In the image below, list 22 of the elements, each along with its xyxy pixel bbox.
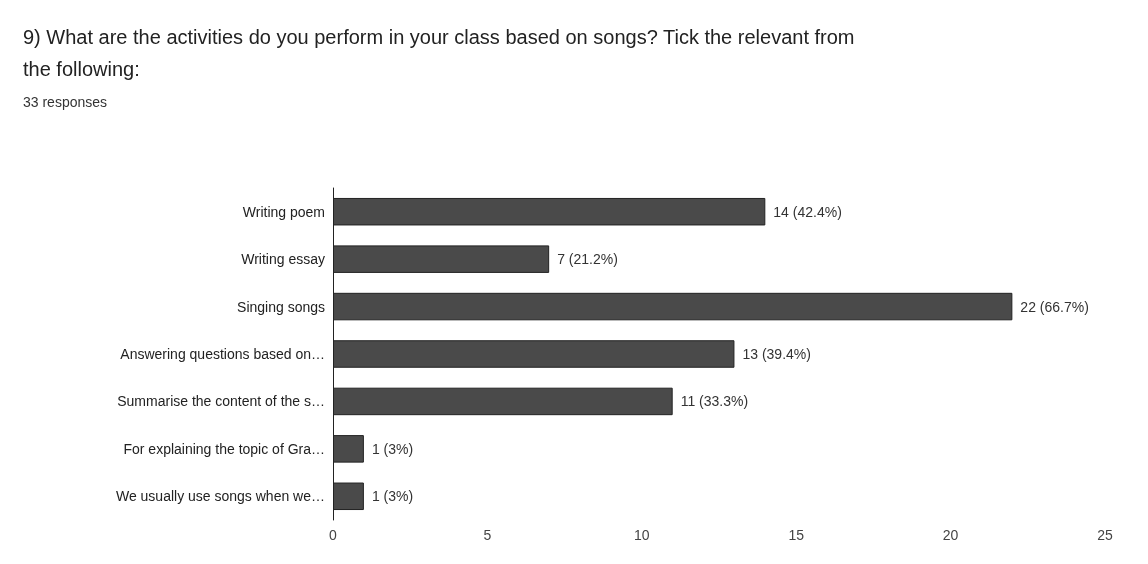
data-label: 1 (3%) xyxy=(371,440,414,457)
data-label: 1 (3%) xyxy=(371,488,414,505)
x-tick-label: 15 xyxy=(788,527,805,543)
y-tick-label: Singing songs xyxy=(237,298,325,315)
data-label: 14 (42.4%) xyxy=(773,203,842,220)
text: 33 responses xyxy=(23,94,108,110)
data-label: 7 (21.2%) xyxy=(557,251,618,268)
x-tick-label: 10 xyxy=(634,527,650,543)
x-tick-label: 25 xyxy=(1097,527,1113,543)
y-tick-label: We usually use songs when we… xyxy=(115,488,325,505)
y-tick-label: Writing essay xyxy=(241,251,325,268)
x-tick-label: 0 xyxy=(329,527,338,543)
data-label: 13 (39.4%) xyxy=(742,346,811,362)
y-tick-label: For explaining the topic of Gra… xyxy=(123,440,325,457)
data-label: 22 (66.7%) xyxy=(1020,298,1089,315)
y-tick-label: Summarise the content of the s… xyxy=(117,393,325,410)
y-tick-label: Writing poem xyxy=(242,203,325,220)
x-tick-label: 20 xyxy=(942,527,959,543)
chart-title: 9) What are the activities do you perform in your class based on songs? Tick the relevant from the following: xyxy=(23,26,861,80)
x-tick-label: 5 xyxy=(483,527,492,543)
data-label: 11 (33.3%) xyxy=(680,393,749,410)
y-tick-label: Answering questions based on… xyxy=(120,346,325,362)
